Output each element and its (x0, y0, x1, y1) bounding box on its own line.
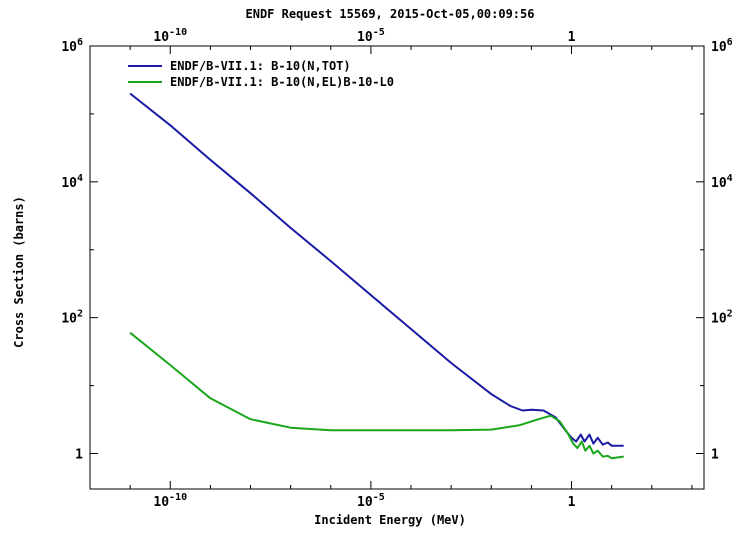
y-tick-label-right: 104 (711, 173, 733, 191)
y-tick-label-right-exponent: 6 (727, 37, 733, 48)
y-tick-label-left-base: 10 (61, 312, 77, 327)
y-tick-label-left-exponent: 6 (77, 37, 83, 48)
y-axis-label: Cross Section (barns) (12, 196, 26, 348)
legend-label-1: ENDF/B-VII.1: B-10(N,TOT) (170, 59, 351, 73)
x-tick-label-top-base: 10 (153, 30, 169, 45)
y-tick-label-right-exponent: 2 (727, 309, 733, 320)
chart-title: ENDF Request 15569, 2015-Oct-05,00:09:56 (246, 7, 535, 21)
y-tick-label-left-exponent: 2 (77, 309, 83, 320)
y-tick-label-right: 102 (711, 309, 733, 327)
y-tick-label-left-base: 10 (61, 40, 77, 55)
x-tick-label-top-base: 10 (357, 30, 373, 45)
x-tick-label-bottom-base: 10 (153, 495, 169, 510)
y-tick-label-left-base: 1 (75, 447, 83, 462)
x-tick-label-top: 10-5 (357, 27, 385, 45)
x-axis-label: Incident Energy (MeV) (314, 513, 466, 527)
y-tick-label-left: 106 (61, 37, 83, 55)
y-tick-label-right-base: 10 (711, 40, 727, 55)
y-tick-label-left: 1 (75, 447, 83, 462)
y-tick-label-right-base: 10 (711, 312, 727, 327)
x-tick-label-bottom-base: 1 (568, 495, 576, 510)
x-tick-label-top-base: 1 (568, 30, 576, 45)
x-tick-label-top: 10-10 (153, 27, 187, 45)
y-tick-label-left-base: 10 (61, 176, 77, 191)
x-tick-label-bottom: 10-5 (357, 492, 385, 510)
plot-frame (89, 45, 705, 490)
y-tick-label-left: 102 (61, 309, 83, 327)
x-tick-label-bottom-base: 10 (357, 495, 373, 510)
x-tick-label-top: 1 (568, 30, 576, 45)
y-tick-label-right-base: 1 (711, 447, 719, 462)
x-tick-label-bottom-exponent: -10 (169, 492, 187, 503)
x-tick-label-bottom: 10-10 (153, 492, 187, 510)
x-tick-label-top-exponent: -10 (169, 27, 187, 38)
y-tick-label-right-base: 10 (711, 176, 727, 191)
y-tick-label-right-exponent: 4 (727, 173, 733, 184)
series-line-2 (129, 331, 624, 460)
y-tick-label-right: 1 (711, 447, 719, 462)
y-tick-label-right: 106 (711, 37, 733, 55)
x-tick-label-bottom-exponent: -5 (373, 492, 385, 503)
legend: ENDF/B-VII.1: B-10(N,TOT) ENDF/B-VII.1: B… (128, 59, 394, 89)
y-tick-label-left-exponent: 4 (77, 173, 83, 184)
series-line-1 (129, 92, 624, 447)
x-tick-label-top-exponent: -5 (373, 27, 385, 38)
x-tick-label-bottom: 1 (568, 495, 576, 510)
axis-ticks (89, 45, 704, 489)
series-layer (129, 92, 624, 460)
y-tick-label-left: 104 (61, 173, 83, 191)
legend-label-2: ENDF/B-VII.1: B-10(N,EL)B-10-L0 (170, 75, 394, 89)
